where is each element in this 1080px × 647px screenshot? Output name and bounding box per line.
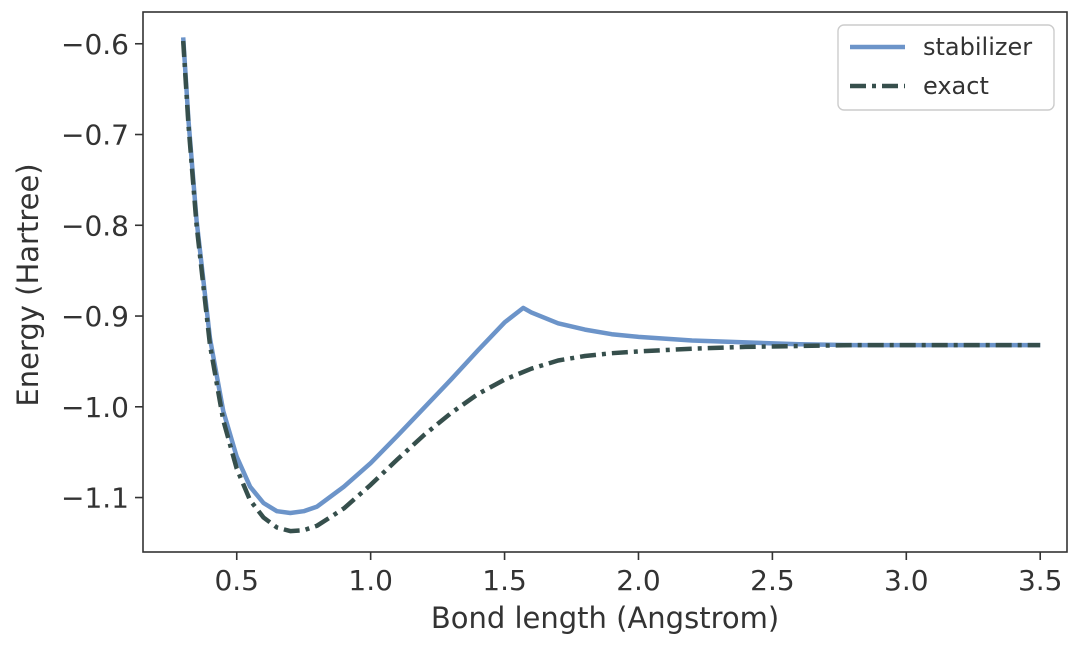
plot-area-frame: [142, 11, 1068, 553]
x-tick-label: 0.5: [214, 564, 259, 597]
legend-label-exact: exact: [923, 72, 989, 100]
y-tick-label: −0.7: [61, 119, 129, 152]
y-axis: −0.6 −0.7 −0.8 −0.9 −1.0 −1.1: [61, 28, 143, 515]
x-tick-label: 2.5: [750, 564, 795, 597]
x-tick-label: 1.0: [348, 564, 393, 597]
y-tick-label: −1.0: [61, 391, 129, 424]
x-axis: 0.5 1.0 1.5 2.0 2.5 3.0 3.5: [214, 552, 1062, 597]
series-line-stabilizer: [180, 37, 1041, 516]
x-tick-label: 2.0: [616, 564, 661, 597]
x-tick-label: 3.5: [1018, 564, 1063, 597]
y-axis-label: Energy (Hartree): [11, 163, 45, 406]
series-line-exact: [180, 40, 1041, 534]
x-tick-label: 3.0: [884, 564, 929, 597]
y-tick-label: −0.6: [61, 28, 129, 61]
x-axis-label: Bond length (Angstrom): [431, 601, 779, 635]
legend-label-stabilizer: stabilizer: [923, 33, 1032, 61]
series-layer: [180, 37, 1041, 534]
y-tick-label: −0.9: [61, 300, 129, 333]
y-tick-label: −1.1: [61, 482, 129, 515]
legend: stabilizer exact: [837, 24, 1055, 111]
y-tick-label: −0.8: [61, 209, 129, 242]
x-tick-label: 1.5: [482, 564, 527, 597]
